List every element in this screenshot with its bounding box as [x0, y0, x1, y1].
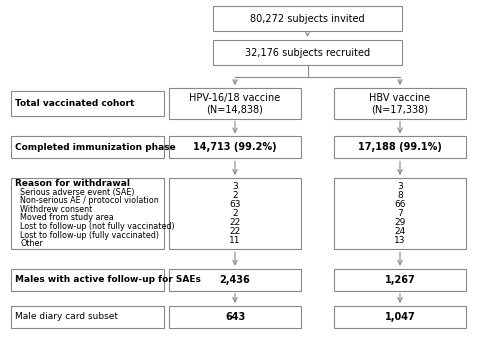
- Text: 3: 3: [232, 182, 238, 191]
- FancyBboxPatch shape: [168, 306, 301, 328]
- Text: Males with active follow-up for SAEs: Males with active follow-up for SAEs: [15, 275, 201, 284]
- Text: Non-serious AE / protocol violation: Non-serious AE / protocol violation: [20, 196, 159, 205]
- Text: 17,188 (99.1%): 17,188 (99.1%): [358, 142, 442, 153]
- Text: HPV-16/18 vaccine
(N=14,838): HPV-16/18 vaccine (N=14,838): [190, 93, 280, 114]
- FancyBboxPatch shape: [334, 137, 466, 159]
- Text: Withdrew consent: Withdrew consent: [20, 205, 92, 214]
- Text: Reason for withdrawal: Reason for withdrawal: [15, 179, 130, 188]
- Text: Completed immunization phase: Completed immunization phase: [15, 143, 176, 152]
- FancyBboxPatch shape: [334, 306, 466, 328]
- Text: Lost to follow-up (fully vaccinated): Lost to follow-up (fully vaccinated): [20, 231, 159, 240]
- Text: 32,176 subjects recruited: 32,176 subjects recruited: [245, 47, 370, 58]
- FancyBboxPatch shape: [212, 6, 402, 32]
- Text: 8: 8: [397, 191, 403, 200]
- FancyBboxPatch shape: [168, 137, 301, 159]
- Text: 13: 13: [394, 236, 406, 245]
- Text: Moved from study area: Moved from study area: [20, 213, 114, 222]
- Text: 66: 66: [394, 200, 406, 209]
- Text: Other: Other: [20, 239, 43, 248]
- Text: 643: 643: [225, 312, 245, 322]
- Text: 63: 63: [229, 200, 241, 209]
- Text: 2,436: 2,436: [220, 275, 250, 285]
- Text: 24: 24: [394, 227, 406, 236]
- Text: 22: 22: [230, 227, 240, 236]
- Text: 2: 2: [232, 209, 238, 218]
- Text: 1,047: 1,047: [384, 312, 416, 322]
- Text: 11: 11: [229, 236, 241, 245]
- FancyBboxPatch shape: [168, 88, 301, 119]
- Text: 22: 22: [230, 218, 240, 227]
- Text: 14,713 (99.2%): 14,713 (99.2%): [193, 142, 277, 153]
- Text: 2: 2: [232, 191, 238, 200]
- FancyBboxPatch shape: [11, 137, 164, 159]
- FancyBboxPatch shape: [334, 88, 466, 119]
- Text: Lost to follow-up (not fully vaccinated): Lost to follow-up (not fully vaccinated): [20, 222, 175, 231]
- Text: 1,267: 1,267: [384, 275, 416, 285]
- FancyBboxPatch shape: [11, 91, 164, 116]
- Text: Total vaccinated cohort: Total vaccinated cohort: [15, 99, 134, 108]
- Text: 80,272 subjects invited: 80,272 subjects invited: [250, 14, 365, 24]
- FancyBboxPatch shape: [212, 40, 402, 65]
- FancyBboxPatch shape: [11, 306, 164, 328]
- FancyBboxPatch shape: [11, 178, 164, 249]
- FancyBboxPatch shape: [168, 268, 301, 291]
- FancyBboxPatch shape: [334, 178, 466, 249]
- Text: 7: 7: [397, 209, 403, 218]
- Text: Serious adverse event (SAE): Serious adverse event (SAE): [20, 187, 135, 197]
- FancyBboxPatch shape: [168, 178, 301, 249]
- Text: 29: 29: [394, 218, 406, 227]
- Text: 3: 3: [397, 182, 403, 191]
- FancyBboxPatch shape: [334, 268, 466, 291]
- Text: Male diary card subset: Male diary card subset: [15, 313, 118, 321]
- FancyBboxPatch shape: [11, 268, 164, 291]
- Text: HBV vaccine
(N=17,338): HBV vaccine (N=17,338): [370, 93, 430, 114]
